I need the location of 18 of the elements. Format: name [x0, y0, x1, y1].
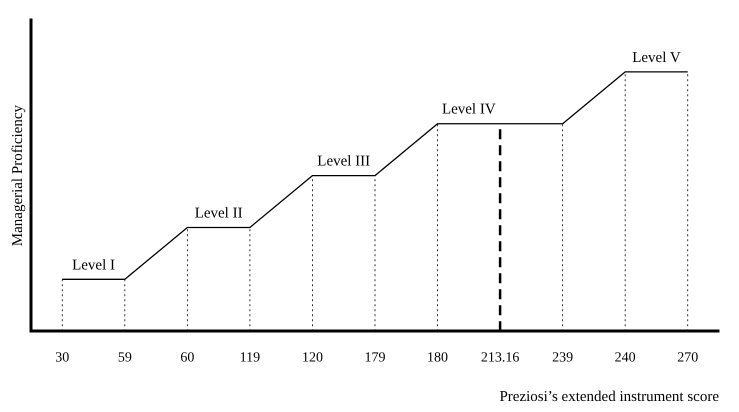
- x-tick-label: 240: [614, 350, 636, 366]
- annotation: Level I: [72, 257, 115, 274]
- annotation: Level V: [632, 50, 681, 66]
- y-axis-title: Managerial Proficiency: [10, 104, 26, 246]
- x-tick-label: 239: [552, 350, 574, 366]
- x-tick-label: 213.16: [480, 350, 520, 366]
- x-tick-label: 60: [180, 350, 194, 366]
- annotation: Level IV: [442, 102, 496, 118]
- x-tick-label: 119: [240, 350, 260, 366]
- annotation: Level II: [194, 205, 243, 222]
- x-tick-label: 120: [302, 350, 323, 366]
- annotation: Level III: [317, 154, 370, 170]
- x-tick-label: 30: [55, 350, 70, 366]
- x-tick-label: 179: [364, 350, 386, 366]
- x-tick-label: 270: [677, 350, 698, 366]
- x-axis-title: Preziosi’s extended instrument score: [499, 388, 720, 405]
- x-tick-label: 180: [427, 350, 448, 366]
- x-tick-label: 59: [118, 350, 132, 366]
